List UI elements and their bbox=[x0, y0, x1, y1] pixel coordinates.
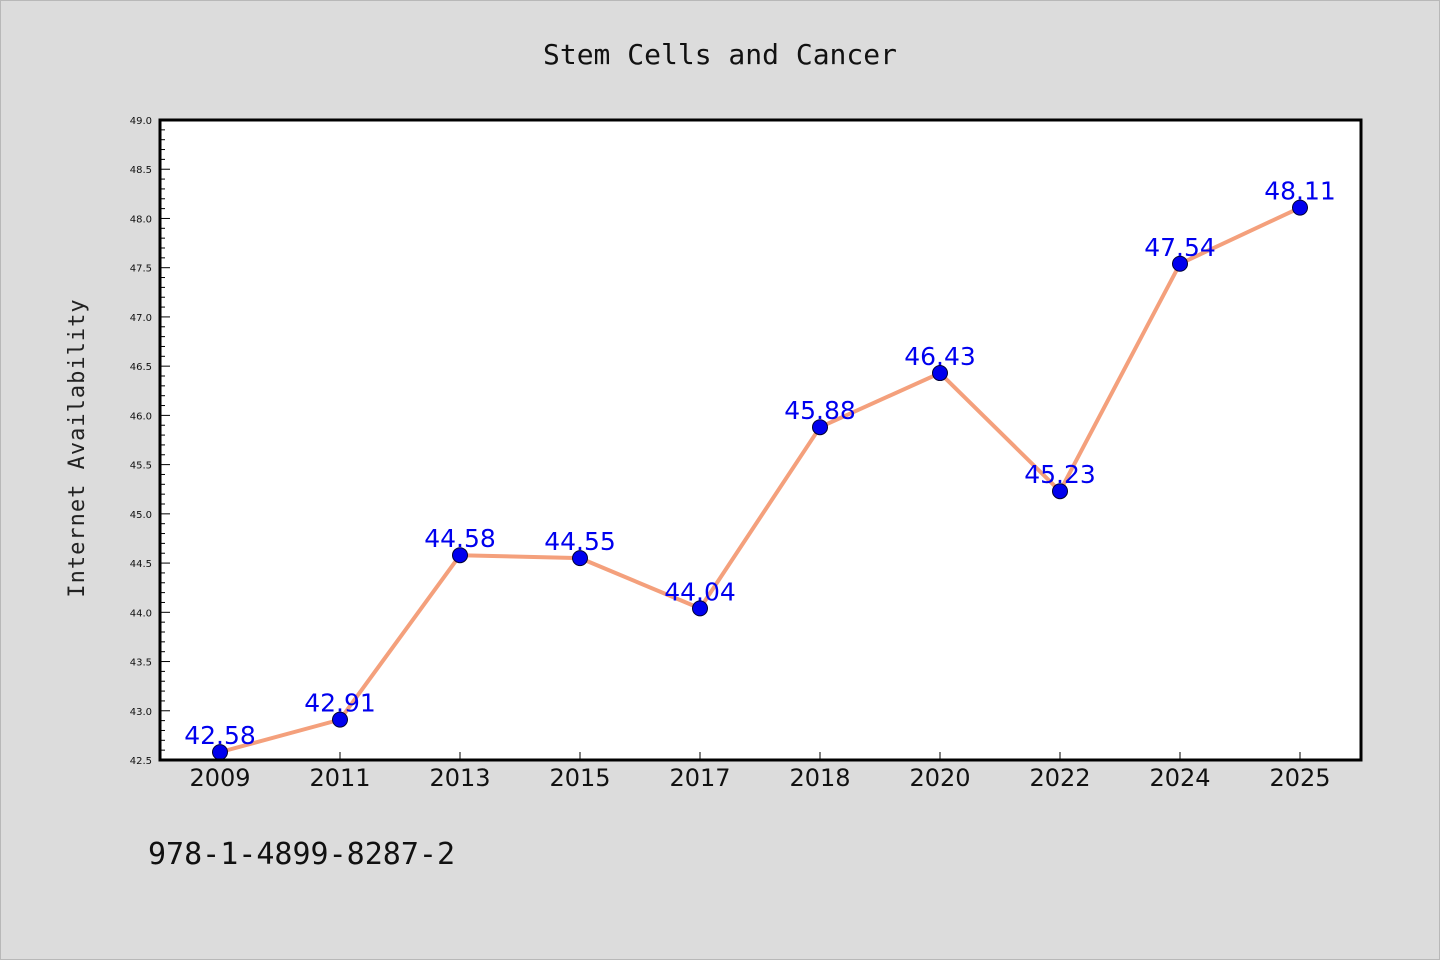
data-point bbox=[1292, 199, 1308, 216]
data-point bbox=[452, 547, 468, 564]
series-markers bbox=[212, 199, 1308, 761]
y-tick-label: 46.0 bbox=[130, 411, 152, 422]
y-tick-label: 47.5 bbox=[130, 264, 152, 275]
y-tick-label: 45.5 bbox=[130, 461, 152, 472]
plot-frame bbox=[158, 118, 1363, 762]
data-point bbox=[692, 600, 708, 617]
y-tick-label: 42.5 bbox=[130, 756, 152, 767]
data-label: 44.04 bbox=[664, 577, 736, 606]
data-label: 44.55 bbox=[544, 527, 616, 556]
y-tick-label: 43.0 bbox=[130, 707, 152, 718]
data-point bbox=[812, 419, 828, 436]
x-tick-label: 2015 bbox=[549, 764, 610, 792]
data-point bbox=[572, 550, 588, 567]
data-point bbox=[932, 365, 948, 382]
y-tick-label: 48.0 bbox=[130, 214, 152, 225]
data-label: 44.58 bbox=[424, 524, 496, 553]
data-labels: 42.58 42.91 44.58 44.55 44.04 45.88 46.43 45.23… bbox=[184, 177, 1336, 750]
x-tick-label: 2017 bbox=[669, 764, 730, 792]
y-tick-label: 44.0 bbox=[130, 608, 152, 619]
data-point bbox=[1172, 255, 1188, 272]
x-tick-label: 2024 bbox=[1149, 764, 1210, 792]
y-tick-label: 48.5 bbox=[130, 165, 152, 176]
x-tick-label: 2018 bbox=[789, 764, 850, 792]
y-tick-label: 44.5 bbox=[130, 559, 152, 570]
data-label: 47.54 bbox=[1144, 233, 1216, 262]
series-line-group bbox=[218, 205, 1302, 755]
x-tick-label: 2013 bbox=[429, 764, 490, 792]
x-tick-label: 2020 bbox=[909, 764, 970, 792]
data-point bbox=[332, 711, 348, 728]
data-label: 45.23 bbox=[1024, 460, 1096, 489]
y-tick-label: 46.5 bbox=[130, 362, 152, 373]
x-tick-label: 2009 bbox=[189, 764, 250, 792]
y-tick-label: 49.0 bbox=[130, 116, 152, 127]
x-tick-label: 2011 bbox=[309, 764, 370, 792]
x-tick-label: 2022 bbox=[1029, 764, 1090, 792]
y-axis-label: Internet Availability bbox=[65, 298, 90, 597]
data-label: 48.11 bbox=[1264, 177, 1336, 206]
x-tick-label: 2025 bbox=[1269, 764, 1330, 792]
x-axis-ticks: 2009 2011 2013 2015 2017 2018 2020 2022 2024 2025 bbox=[189, 752, 1331, 792]
y-tick-label: 47.0 bbox=[130, 313, 152, 324]
data-label: 45.88 bbox=[784, 396, 856, 425]
y-tick-label: 45.0 bbox=[130, 510, 152, 521]
chart-title: Stem Cells and Cancer bbox=[543, 38, 897, 71]
y-tick-label: 43.5 bbox=[130, 658, 152, 669]
series-line bbox=[218, 205, 1302, 755]
isbn-text: 978-1-4899-8287-2 bbox=[148, 837, 455, 872]
data-label: 46.43 bbox=[904, 342, 976, 371]
plot-area bbox=[160, 120, 1361, 760]
data-label: 42.91 bbox=[304, 689, 376, 718]
data-label: 42.58 bbox=[184, 721, 256, 750]
data-point bbox=[1052, 483, 1068, 500]
